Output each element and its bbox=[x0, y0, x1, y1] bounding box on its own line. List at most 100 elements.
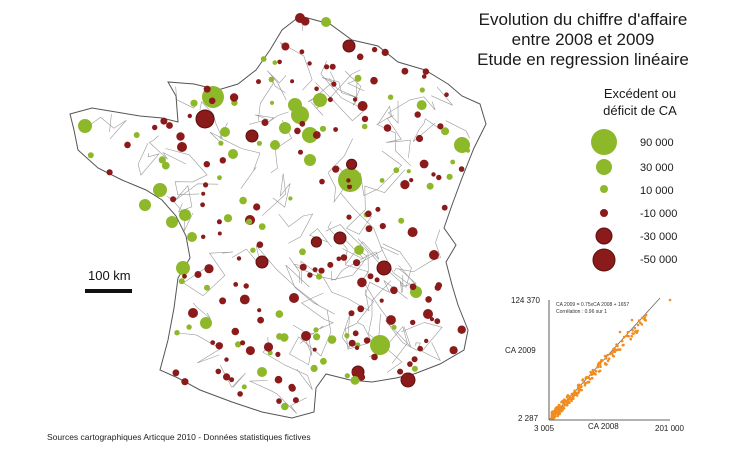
ca-circle bbox=[407, 227, 418, 238]
inset-point bbox=[616, 344, 619, 348]
ca-circle bbox=[313, 327, 319, 333]
ca-circle bbox=[365, 210, 372, 218]
ca-circle bbox=[457, 325, 466, 334]
ca-circle bbox=[261, 119, 269, 126]
ca-circle bbox=[324, 64, 330, 70]
ca-circle bbox=[246, 218, 253, 225]
ca-circle bbox=[275, 351, 281, 357]
ca-circle bbox=[228, 149, 238, 159]
inset-point bbox=[587, 376, 590, 379]
ca-circle bbox=[241, 384, 247, 390]
ca-circle bbox=[201, 191, 206, 196]
ca-circle bbox=[187, 232, 197, 242]
ca-circle bbox=[299, 248, 306, 256]
ca-circle bbox=[363, 337, 371, 344]
ca-circles bbox=[78, 13, 471, 411]
department-boundary bbox=[344, 70, 365, 106]
ca-circle bbox=[352, 97, 358, 102]
ca-circle bbox=[307, 61, 312, 66]
inset-point bbox=[556, 414, 559, 418]
inset-points bbox=[550, 298, 672, 420]
ca-circle bbox=[160, 117, 168, 125]
inset-point bbox=[618, 330, 622, 334]
ca-circle bbox=[200, 202, 206, 208]
department-boundary bbox=[289, 237, 364, 281]
ca-circle bbox=[341, 256, 347, 261]
ca-circle bbox=[170, 196, 177, 203]
ca-circle bbox=[371, 353, 378, 361]
ca-circle bbox=[208, 97, 216, 105]
ca-circle bbox=[407, 361, 413, 367]
ca-circle bbox=[194, 271, 202, 278]
legend-title-line-2: déficit de CA bbox=[603, 103, 677, 118]
department-boundary bbox=[388, 96, 436, 124]
regression-inset bbox=[548, 297, 672, 421]
legend-circles bbox=[591, 129, 617, 272]
inset-point bbox=[561, 400, 564, 403]
inset-correlation: Corrélation : 0.96 sur 1 bbox=[556, 309, 607, 315]
ca-circle bbox=[313, 333, 321, 341]
inset-point bbox=[620, 339, 624, 343]
ca-circle bbox=[393, 167, 400, 174]
department-boundary bbox=[219, 122, 261, 189]
ca-circle bbox=[312, 347, 317, 352]
ca-circle bbox=[288, 196, 293, 201]
ca-circle bbox=[357, 101, 368, 111]
ca-circle bbox=[409, 178, 414, 183]
ca-circle bbox=[133, 132, 140, 138]
ca-circle bbox=[302, 127, 318, 143]
inset-point bbox=[606, 359, 610, 363]
ca-circle bbox=[383, 124, 392, 132]
inset-point bbox=[578, 387, 581, 390]
ca-circle bbox=[358, 373, 366, 381]
ca-circle bbox=[277, 59, 282, 65]
ca-circle bbox=[357, 305, 365, 313]
ca-circle bbox=[270, 140, 280, 150]
ca-circle bbox=[292, 397, 299, 404]
ca-circle bbox=[300, 17, 310, 26]
inset-point bbox=[565, 395, 569, 399]
ca-circle bbox=[217, 175, 222, 181]
ca-circle bbox=[361, 123, 368, 130]
ca-circle bbox=[327, 261, 334, 268]
ca-circle bbox=[257, 367, 267, 377]
ca-circle bbox=[78, 119, 92, 133]
department-boundary bbox=[231, 245, 319, 306]
ca-circle bbox=[166, 122, 173, 129]
inset-point bbox=[607, 357, 611, 361]
ca-circle bbox=[336, 256, 342, 262]
department-boundary bbox=[174, 332, 221, 364]
ca-circle bbox=[272, 60, 278, 65]
ca-circle bbox=[310, 236, 322, 248]
inset-point bbox=[604, 357, 608, 360]
ca-circle bbox=[288, 384, 296, 392]
ca-circle bbox=[152, 124, 158, 131]
department-boundary bbox=[368, 280, 403, 373]
ca-circle bbox=[233, 282, 239, 287]
ca-circle bbox=[210, 340, 216, 345]
ca-circle bbox=[319, 125, 327, 132]
ca-circle bbox=[182, 273, 187, 279]
department-boundary bbox=[109, 113, 112, 133]
inset-point bbox=[611, 354, 615, 357]
legend-title: Excédent ou déficit de CA bbox=[595, 85, 685, 119]
ca-circle bbox=[426, 182, 434, 190]
department-boundary bbox=[393, 229, 441, 273]
ca-circle bbox=[441, 127, 450, 136]
inset-point bbox=[578, 384, 582, 387]
inset-point bbox=[612, 350, 615, 353]
ca-circle bbox=[187, 113, 192, 119]
ca-circle bbox=[370, 76, 378, 85]
ca-circle bbox=[276, 398, 282, 404]
inset-point bbox=[591, 371, 595, 375]
ca-circle bbox=[419, 159, 429, 169]
sources-note: Sources cartographiques Articque 2010 - … bbox=[47, 432, 311, 442]
ca-circle bbox=[444, 92, 449, 97]
ca-circle bbox=[327, 335, 337, 344]
ca-circle bbox=[331, 81, 337, 87]
ca-circle bbox=[354, 345, 360, 350]
department-boundary bbox=[307, 71, 335, 103]
ca-circle bbox=[87, 152, 94, 159]
inset-point bbox=[568, 395, 571, 398]
ca-circle bbox=[411, 356, 418, 363]
